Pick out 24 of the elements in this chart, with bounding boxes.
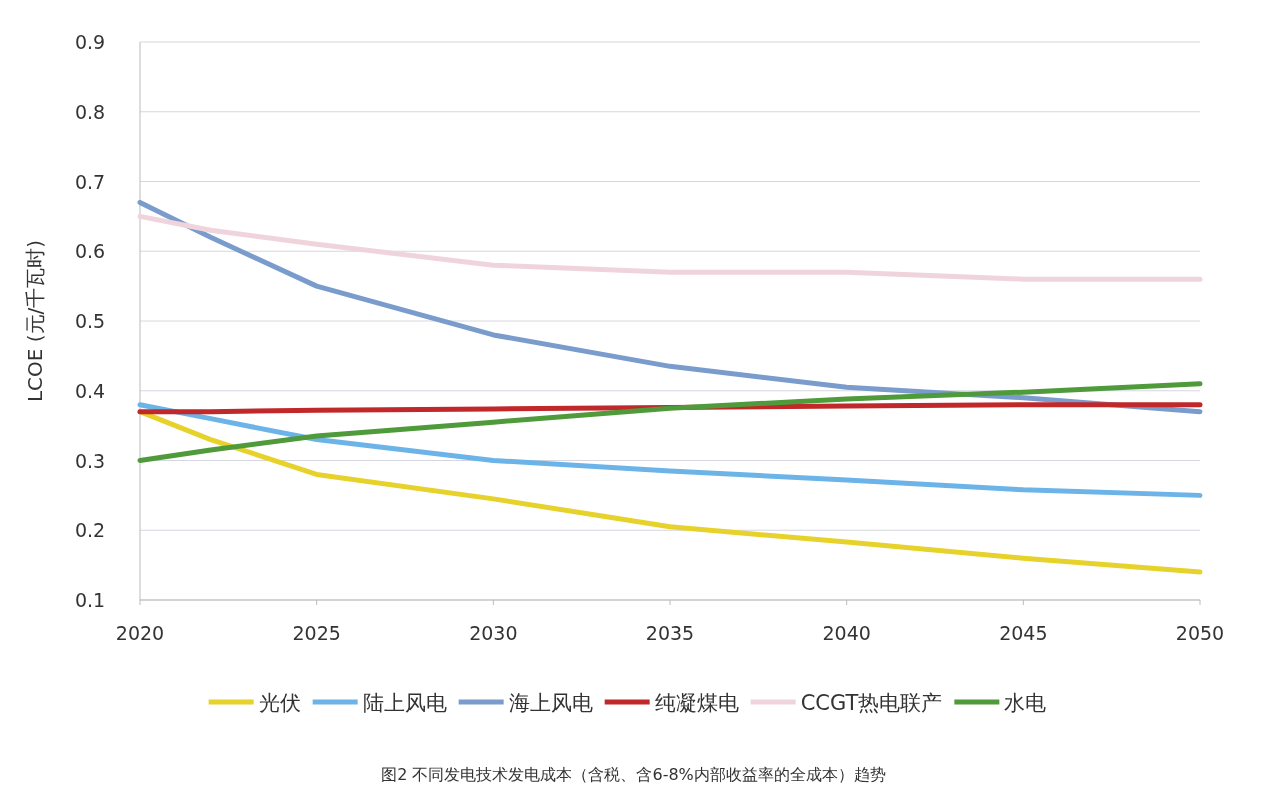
x-tick-label: 2030 <box>469 622 518 644</box>
y-tick-label: 0.1 <box>74 589 106 611</box>
x-tick-label: 2025 <box>292 622 341 644</box>
x-tick-label: 2040 <box>822 622 871 644</box>
x-tick-label: 2035 <box>645 622 695 644</box>
y-tick-label: 0.8 <box>74 100 106 123</box>
legend-label: 海上风电 <box>508 691 593 715</box>
y-tick-label: 0.4 <box>74 379 106 402</box>
legend-label: 水电 <box>1004 691 1047 715</box>
y-tick-label: 0.2 <box>74 519 106 542</box>
y-tick-label: 0.3 <box>74 449 106 472</box>
legend-label: 光伏 <box>258 691 301 715</box>
y-tick-label: 0.7 <box>74 170 106 193</box>
x-tick-label: 2020 <box>115 622 165 644</box>
y-tick-label: 0.5 <box>74 310 106 332</box>
y-axis-title: LCOE (元/千瓦时) <box>23 239 47 403</box>
legend-label: 陆上风电 <box>362 691 447 715</box>
y-tick-label: 0.9 <box>74 31 106 53</box>
x-tick-label: 2045 <box>999 622 1048 644</box>
x-tick-label: 2050 <box>1175 622 1225 644</box>
legend-label: 纯凝煤电 <box>654 691 739 715</box>
y-tick-label: 0.6 <box>74 240 106 263</box>
caption: 图2 不同发电技术发电成本（含税、含6-8%内部收益率的全成本）趋势 <box>381 765 886 784</box>
legend-label: CCGT热电联产 <box>800 691 943 715</box>
